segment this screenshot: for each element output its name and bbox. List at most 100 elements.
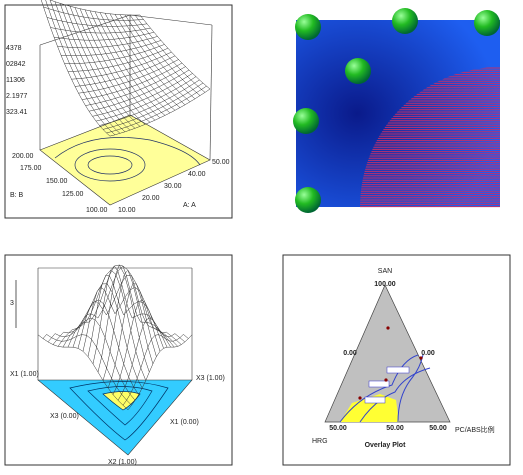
mesh-line	[122, 334, 184, 406]
contour	[74, 148, 146, 182]
design-point	[419, 356, 423, 360]
design-point	[474, 10, 500, 36]
mesh-line	[74, 55, 176, 87]
value-label: 0.00	[343, 350, 357, 357]
surface-plot	[39, 0, 213, 206]
mesh-line	[60, 40, 162, 56]
design-point	[293, 108, 319, 134]
mesh-line	[114, 14, 186, 105]
contour	[87, 155, 133, 175]
mesh-line	[94, 11, 166, 116]
axis-line	[129, 14, 213, 26]
b-title: B: B	[10, 192, 24, 199]
mesh-line	[119, 14, 191, 102]
mesh-line	[71, 51, 172, 80]
contour	[397, 354, 424, 423]
mesh-line	[62, 326, 81, 348]
contour	[359, 367, 431, 423]
vertex-label: X3 (1.00)	[196, 375, 225, 382]
design-point	[384, 378, 388, 382]
design-region	[296, 20, 500, 207]
mesh-line	[47, 333, 56, 343]
mesh-line	[82, 286, 116, 352]
a-label: 40.00	[188, 171, 206, 178]
z-label: 323.41	[6, 109, 28, 116]
value-label: 50.00	[386, 425, 404, 432]
z-label: 2.1977	[6, 93, 28, 100]
design-point	[295, 187, 321, 213]
mesh-line	[92, 265, 133, 364]
contour-tag	[368, 380, 390, 388]
contour-floor	[37, 379, 193, 456]
contour-tag	[386, 366, 410, 374]
value-label: 50.00	[429, 425, 447, 432]
mesh-line	[106, 275, 157, 357]
b-label: 175.00	[20, 165, 42, 172]
mesh-line	[52, 331, 64, 345]
mesh-line	[166, 331, 182, 345]
mesh-line	[46, 334, 132, 406]
design-point	[295, 14, 321, 40]
mesh-line	[64, 44, 165, 64]
mesh-line	[57, 36, 158, 49]
mesh-line	[67, 321, 90, 348]
mesh-line	[124, 14, 196, 99]
contour-tag	[364, 396, 386, 404]
vertex-label: PC/ABS比例	[455, 425, 495, 434]
mesh-line	[46, 17, 148, 27]
contour	[54, 137, 201, 166]
mesh-line	[129, 14, 201, 96]
b-label: 100.00	[86, 207, 108, 214]
vertex-label: X1 (0.00)	[170, 419, 199, 426]
mesh-line	[157, 329, 178, 347]
mesh-line	[97, 265, 154, 364]
mesh-line	[104, 13, 176, 111]
mesh-line	[49, 0, 141, 16]
z-label: 4378	[6, 45, 22, 52]
a-label: 30.00	[164, 183, 182, 190]
mesh-line	[50, 27, 151, 34]
mesh-line	[57, 329, 73, 347]
z-label: 02842	[6, 61, 26, 68]
mesh-line	[99, 12, 171, 114]
value-label: 50.00	[329, 425, 347, 432]
b-label: 125.00	[62, 191, 84, 198]
z-label: 3	[10, 300, 14, 307]
design-point	[345, 58, 371, 84]
ternary-plot	[324, 284, 451, 423]
value-label: 0.00	[421, 350, 435, 357]
mesh-line	[43, 6, 144, 21]
value-label: 100.00	[374, 281, 396, 288]
a-label: 10.00	[118, 207, 136, 214]
vertex-label: HRG	[312, 438, 328, 445]
contour	[69, 381, 169, 441]
z-label: 11306	[6, 77, 25, 84]
mesh-line	[53, 31, 155, 41]
mesh-line	[131, 313, 168, 348]
vertex-label: X2 (1.00)	[108, 459, 137, 466]
mesh-line	[174, 333, 186, 343]
mesh-line	[102, 269, 150, 381]
contour	[87, 386, 153, 426]
contour	[102, 391, 141, 411]
vertex-label: X3 (0.00)	[50, 413, 79, 420]
b-label: 200.00	[12, 153, 34, 160]
mesh-line	[77, 301, 107, 349]
mesh-line	[114, 287, 161, 352]
b-label: 150.00	[46, 178, 68, 185]
mesh-line	[134, 14, 206, 93]
design-point	[392, 8, 418, 34]
axis-line	[209, 24, 213, 161]
a-label: 20.00	[142, 195, 160, 202]
mesh-line	[183, 334, 189, 339]
mesh-line	[149, 326, 175, 348]
a-title: A: A	[183, 202, 196, 209]
mesh-line	[87, 275, 124, 357]
mesh-line	[42, 334, 47, 339]
mesh-line	[139, 14, 211, 90]
design-point	[386, 326, 390, 330]
vertex-label: SAN	[378, 268, 392, 275]
contour	[339, 354, 419, 423]
mesh-line	[72, 313, 99, 348]
